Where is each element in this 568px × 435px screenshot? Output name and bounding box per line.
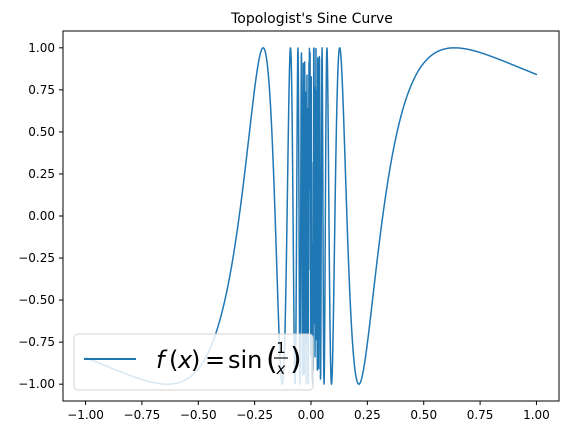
y-tick-label: −0.75 <box>18 335 55 349</box>
x-tick-label: 0.75 <box>467 408 494 422</box>
legend: f ( x ) = sin ( 1 x ) <box>73 333 314 391</box>
y-axis: 1.00 0.75 0.50 0.25 0.00 −0.25 −0.50 −0.75 −1.00 <box>18 41 63 391</box>
y-tick-label: 0.25 <box>28 167 55 181</box>
y-tick-label: −0.50 <box>18 293 55 307</box>
x-tick-label: 0.25 <box>354 408 381 422</box>
x-tick-label: 1.00 <box>523 408 550 422</box>
y-tick-label: 0.75 <box>28 83 55 97</box>
legend-big-close-paren: ) <box>290 342 302 377</box>
x-axis: −1.00 −0.75 −0.50 −0.25 0.00 0.25 0.50 0.75 1.00 <box>67 401 550 422</box>
legend-equals: = <box>205 346 225 374</box>
legend-close-paren: ) <box>191 346 200 374</box>
legend-fraction-numerator: 1 <box>276 339 286 357</box>
y-tick-label: 1.00 <box>28 41 55 55</box>
x-tick-label: −1.00 <box>67 408 104 422</box>
legend-variable-x: x <box>177 346 193 374</box>
chart-title: Topologist's Sine Curve <box>230 11 393 27</box>
x-tick-label: −0.25 <box>236 408 273 422</box>
x-tick-label: 0.00 <box>298 408 325 422</box>
legend-sin: sin <box>228 346 262 374</box>
legend-fraction-denominator: x <box>276 360 286 378</box>
legend-box <box>73 333 314 391</box>
x-tick-label: −0.50 <box>180 408 217 422</box>
y-tick-label: −1.00 <box>18 377 55 391</box>
legend-big-open-paren: ( <box>266 342 278 377</box>
y-tick-label: 0.00 <box>28 209 55 223</box>
x-tick-label: −0.75 <box>124 408 161 422</box>
legend-open-paren: ( <box>169 346 178 374</box>
x-tick-label: 0.50 <box>410 408 437 422</box>
y-tick-label: −0.25 <box>18 251 55 265</box>
y-tick-label: 0.50 <box>28 125 55 139</box>
